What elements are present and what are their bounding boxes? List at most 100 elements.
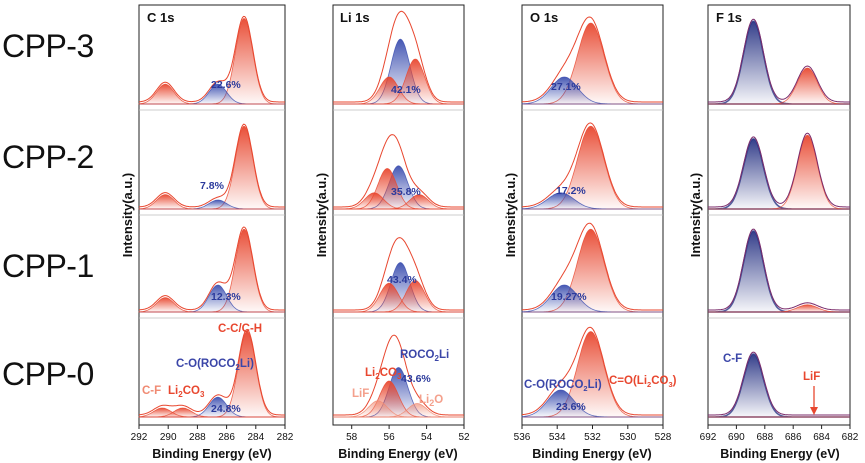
o1s-pct-cpp0: 23.6% xyxy=(556,401,586,413)
f1s-tick-692: 692 xyxy=(700,432,717,443)
li1s-ann-roco2li: ROCO2Li xyxy=(400,349,449,363)
peak-c-f xyxy=(138,297,285,313)
peak-lif xyxy=(708,134,850,210)
o1s-pct-cpp2: 17.2% xyxy=(556,185,586,197)
o1s-tick-530: 530 xyxy=(619,432,636,443)
peak-c-o-li2co3- xyxy=(522,22,663,105)
c1s-pct-cpp0: 24.8% xyxy=(211,403,241,415)
row-label-cpp2: CPP-2 xyxy=(2,139,94,175)
panel-f1s: F 1s Intensity(a.u.) Binding Energy (eV)… xyxy=(688,4,859,461)
panel-f1s-title: F 1s xyxy=(716,10,742,25)
f1s-lif-arrow-head xyxy=(810,407,818,415)
row-label-cpp3: CPP-3 xyxy=(2,28,94,64)
panel-c1s: C 1s Intensity(a.u.) Binding Energy (eV)… xyxy=(120,4,294,461)
panel-c1s-xlabel: Binding Energy (eV) xyxy=(152,447,271,461)
panel-f1s-ylabel: Intensity(a.u.) xyxy=(688,173,703,258)
o1s-tick-528: 528 xyxy=(655,432,672,443)
li1s-pct-cpp1: 43.4% xyxy=(387,274,417,286)
panel-li1s-title: Li 1s xyxy=(340,10,370,25)
peak-c-f xyxy=(708,20,850,105)
peak-li2o xyxy=(333,403,464,418)
f1s-tick-682: 682 xyxy=(842,432,859,443)
envelope-curve xyxy=(138,328,285,416)
envelope-curve xyxy=(333,237,464,311)
c1s-tick-282: 282 xyxy=(277,432,294,443)
o1s-tick-536: 536 xyxy=(514,432,531,443)
panel-c1s-curves xyxy=(138,15,285,418)
panel-li1s-curves xyxy=(333,10,464,418)
envelope-curve xyxy=(521,122,663,208)
panel-li1s-xlabel: Binding Energy (eV) xyxy=(338,447,457,461)
c1s-ann-cc: C-C/C-H xyxy=(218,323,262,335)
peak-c-o-roco2li- xyxy=(521,389,663,418)
peak-c-o-li2co3- xyxy=(522,228,663,313)
c1s-pct-cpp1: 12.3% xyxy=(211,291,241,303)
row-label-cpp0: CPP-0 xyxy=(2,356,94,392)
li1s-tick-52: 52 xyxy=(458,432,470,443)
o1s-ann-co: C-O(ROCO2Li) xyxy=(524,379,602,393)
panel-f1s-xlabel: Binding Energy (eV) xyxy=(720,447,839,461)
c1s-tick-292: 292 xyxy=(131,432,148,443)
li1s-pct-cpp2: 35.8% xyxy=(391,186,421,198)
o1s-pct-cpp3: 27.1% xyxy=(551,81,581,93)
li1s-pct-cpp0: 43.6% xyxy=(401,373,431,385)
envelope-curve xyxy=(708,18,850,103)
panel-o1s-xlabel: Binding Energy (eV) xyxy=(532,447,651,461)
envelope-curve xyxy=(138,15,285,103)
peak-li2o xyxy=(333,194,464,210)
c1s-ann-li2co3: Li2CO3 xyxy=(168,385,205,399)
c1s-pct-cpp3: 22.6% xyxy=(211,79,241,91)
envelope-curve xyxy=(522,222,663,311)
f1s-tick-686: 686 xyxy=(785,432,802,443)
o1s-ann-cdo: C=O(Li2CO3) xyxy=(609,375,677,389)
envelope-curve xyxy=(708,228,850,311)
c1s-tick-290: 290 xyxy=(160,432,177,443)
envelope-curve xyxy=(139,123,285,208)
li1s-tick-56: 56 xyxy=(384,432,396,443)
peak-c-o-roco2li- xyxy=(521,192,663,210)
o1s-pct-cpp1: 19.27% xyxy=(551,291,587,303)
li1s-tick-58: 58 xyxy=(346,432,358,443)
f1s-tick-684: 684 xyxy=(813,432,830,443)
panel-o1s-title: O 1s xyxy=(530,10,558,25)
peak-c-f xyxy=(708,230,850,313)
peak-li2o xyxy=(333,280,464,313)
panel-o1s-ylabel: Intensity(a.u.) xyxy=(503,173,518,258)
panel-c1s-ylabel: Intensity(a.u.) xyxy=(120,173,135,258)
li1s-ann-li2o: Li2O xyxy=(419,394,443,408)
peak-lif xyxy=(708,304,850,313)
c1s-tick-286: 286 xyxy=(218,432,235,443)
peak-c-f xyxy=(138,407,285,418)
row-label-cpp1: CPP-1 xyxy=(2,248,94,284)
li1s-tick-54: 54 xyxy=(421,432,433,443)
f1s-tick-688: 688 xyxy=(756,432,773,443)
li1s-ann-lif: LiF xyxy=(352,388,369,400)
o1s-tick-534: 534 xyxy=(549,432,566,443)
li1s-pct-cpp3: 42.1% xyxy=(391,84,421,96)
envelope-curve xyxy=(708,351,850,416)
c1s-tick-284: 284 xyxy=(247,432,264,443)
panel-li1s: Li 1s Intensity(a.u.) Binding Energy (eV… xyxy=(314,4,470,461)
envelope-curve xyxy=(333,134,464,208)
c1s-ann-cf: C-F xyxy=(142,385,161,397)
envelope-curve xyxy=(139,226,285,311)
peak-c-o-roco2li- xyxy=(521,76,663,105)
peak-c-o-roco2li- xyxy=(521,284,663,313)
f1s-tick-690: 690 xyxy=(728,432,745,443)
peak-c-f xyxy=(708,138,850,210)
envelope-curve xyxy=(522,16,663,103)
panel-li1s-ylabel: Intensity(a.u.) xyxy=(314,173,329,258)
envelope-curve xyxy=(333,10,464,103)
peak-c-f xyxy=(138,83,285,105)
panel-f1s-curves xyxy=(708,18,850,418)
peak-c-f xyxy=(138,194,285,210)
li1s-ann-li2co3: Li2CO3 xyxy=(365,367,402,381)
panel-o1s-curves xyxy=(521,16,663,418)
peak-li2o xyxy=(333,58,464,105)
f1s-ann-lif: LiF xyxy=(803,371,820,383)
peak-lif xyxy=(708,67,850,105)
panel-o1s: O 1s Intensity(a.u.) Binding Energy (eV)… xyxy=(503,4,677,461)
c1s-tick-288: 288 xyxy=(189,432,206,443)
c1s-ann-co: C-O(ROCO2Li) xyxy=(176,358,254,372)
